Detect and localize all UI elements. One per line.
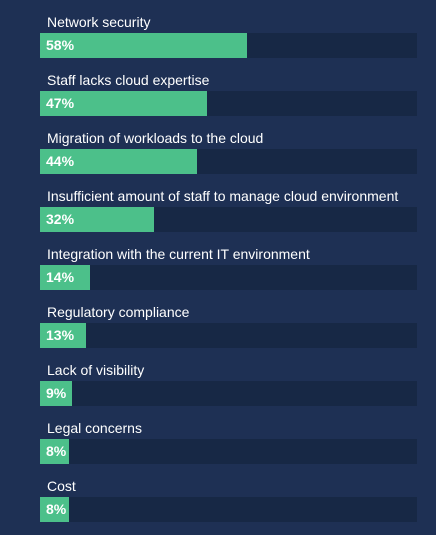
bar-row: Regulatory compliance 13% — [0, 303, 436, 361]
bar — [40, 207, 154, 232]
value-label: 9% — [46, 385, 67, 401]
value-label: 58% — [46, 37, 75, 53]
value-label: 47% — [46, 95, 75, 111]
bar-track: 13% — [40, 323, 417, 348]
bar — [40, 265, 90, 290]
bar-row: Network security 58% — [0, 13, 436, 71]
category-label: Regulatory compliance — [47, 304, 190, 320]
bar — [40, 33, 247, 58]
value-label: 14% — [46, 269, 75, 285]
bar — [40, 381, 73, 406]
bar — [40, 91, 208, 116]
bar-track: 8% — [40, 497, 417, 522]
value-label: 8% — [46, 443, 67, 459]
category-label: Integration with the current IT environm… — [47, 246, 310, 262]
category-label: Insufficient amount of staff to manage c… — [47, 188, 399, 204]
category-label: Migration of workloads to the cloud — [47, 130, 264, 146]
bar — [40, 323, 87, 348]
value-label: 8% — [46, 501, 67, 517]
category-label: Cost — [47, 478, 76, 494]
bar-row: Insufficient amount of staff to manage c… — [0, 187, 436, 245]
bar — [40, 149, 197, 174]
bar-row: Lack of visibility 9% — [0, 361, 436, 419]
bar-track: 58% — [40, 33, 417, 58]
category-label: Staff lacks cloud expertise — [47, 72, 210, 88]
bar-track: 8% — [40, 439, 417, 464]
bar-row: Legal concerns 8% — [0, 419, 436, 477]
bar-track: 32% — [40, 207, 417, 232]
value-label: 13% — [46, 327, 75, 343]
bar — [40, 497, 69, 522]
bar-row: Cost 8% — [0, 477, 436, 535]
bar — [40, 439, 69, 464]
bar-track: 9% — [40, 381, 417, 406]
category-label: Legal concerns — [47, 420, 142, 436]
value-label: 44% — [46, 153, 75, 169]
bar-row: Integration with the current IT environm… — [0, 245, 436, 303]
bar-track: 14% — [40, 265, 417, 290]
bar-track: 44% — [40, 149, 417, 174]
bar-row: Migration of workloads to the cloud 44% — [0, 129, 436, 187]
value-label: 32% — [46, 211, 75, 227]
category-label: Network security — [47, 14, 151, 30]
category-label: Lack of visibility — [47, 362, 145, 378]
bar-row: Staff lacks cloud expertise 47% — [0, 71, 436, 129]
bar-track: 47% — [40, 91, 417, 116]
